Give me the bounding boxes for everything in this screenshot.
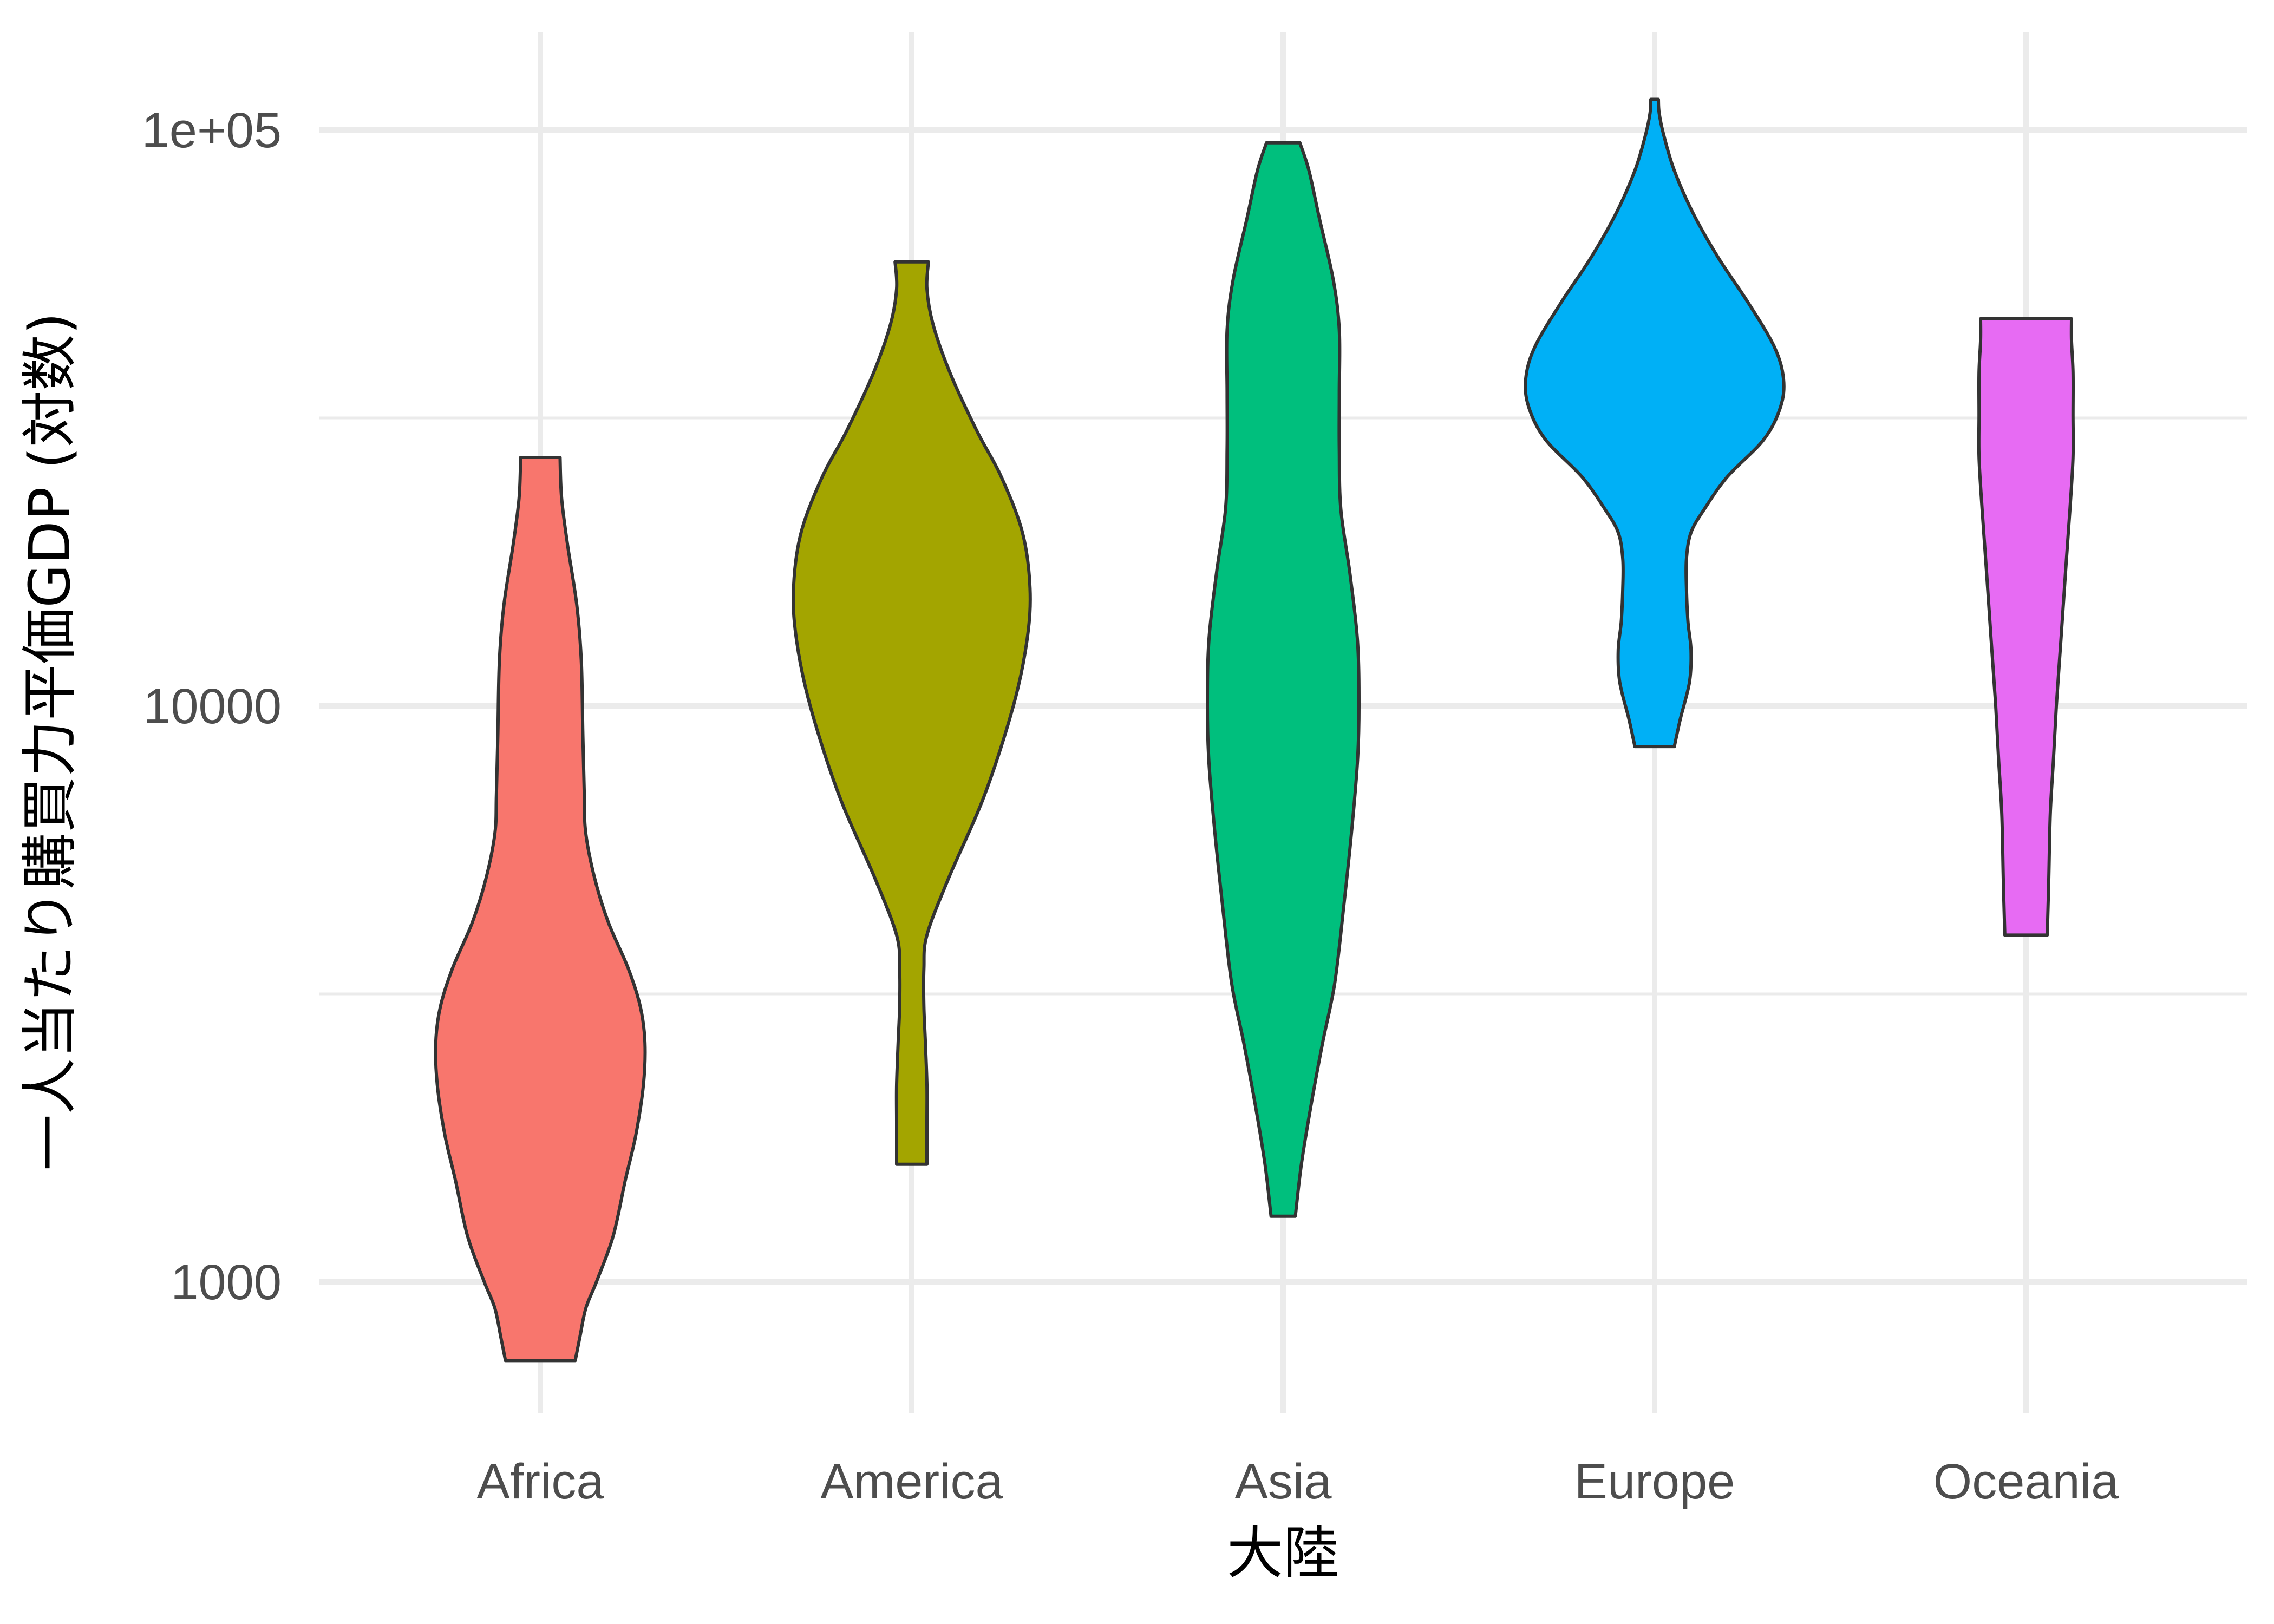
x-axis-title: 大陸: [1227, 1520, 1339, 1586]
violin-africa: [434, 456, 647, 1363]
violin-asia: [1206, 141, 1361, 1218]
x-tick-label: Oceania: [1933, 1454, 2119, 1509]
x-tick-label: America: [820, 1454, 1003, 1509]
violins: [434, 97, 2075, 1363]
y-tick-label: 1000: [171, 1255, 282, 1310]
violin-europe: [1524, 97, 1786, 749]
y-axis-title: 一人当たり購買力平価GDP (対数): [17, 312, 83, 1171]
x-tick-label: Europe: [1574, 1454, 1735, 1509]
y-tick-label: 10000: [143, 679, 282, 734]
violin-oceania: [1977, 317, 2075, 937]
violin-america: [792, 260, 1032, 1166]
x-tick-label: Asia: [1235, 1454, 1332, 1509]
y-axis-ticks: 1000 10000 1e+05: [142, 103, 282, 1310]
y-tick-label: 1e+05: [142, 103, 282, 158]
x-axis-ticks: Africa America Asia Europe Oceania: [476, 1454, 2119, 1509]
x-tick-label: Africa: [476, 1454, 604, 1509]
